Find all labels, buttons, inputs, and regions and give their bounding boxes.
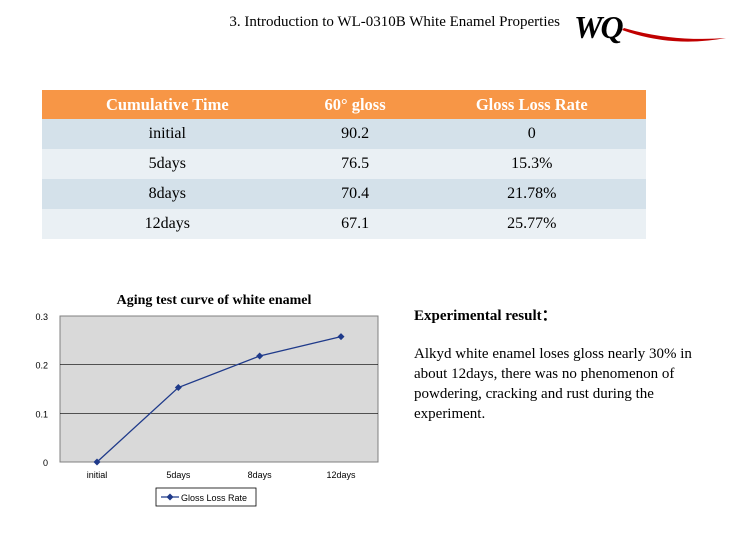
logo-swoosh	[622, 28, 726, 42]
y-tick-label: 0	[43, 458, 48, 468]
cell-loss-rate: 0	[417, 119, 646, 149]
cell-loss-rate: 15.3%	[417, 149, 646, 179]
series-line	[96, 335, 342, 463]
header-gloss: 60° gloss	[292, 90, 418, 119]
plot-area	[59, 315, 379, 463]
properties-table: Cumulative Time 60° gloss Gloss Loss Rat…	[42, 90, 646, 239]
cell-gloss: 76.5	[292, 149, 418, 179]
aging-test-chart: Aging test curve of white enamel 0 0.1 0.2…	[35, 293, 379, 507]
y-tick-label: 0.2	[35, 361, 48, 371]
x-tick-label: 8days	[248, 470, 273, 480]
header-gloss-loss-rate: Gloss Loss Rate	[417, 90, 646, 119]
result-body: Alkyd white enamel loses gloss nearly 30…	[414, 346, 692, 422]
table-row: 12days 67.1 25.77%	[42, 209, 646, 239]
wq-logo: WQ	[574, 9, 726, 45]
table-row: 8days 70.4 21.78%	[42, 179, 646, 209]
page-title: 3. Introduction to WL-0310B White Enamel…	[229, 14, 560, 30]
cell-time: initial	[42, 119, 293, 149]
cell-loss-rate: 21.78%	[417, 179, 646, 209]
legend-marker	[166, 493, 174, 501]
cell-time: 5days	[42, 149, 293, 179]
cell-gloss: 67.1	[292, 209, 418, 239]
cell-time: 12days	[42, 209, 293, 239]
y-tick-label: 0.1	[35, 409, 48, 419]
cell-time: 8days	[42, 179, 293, 209]
cell-gloss: 70.4	[292, 179, 418, 209]
result-heading: Experimental result：	[414, 308, 557, 324]
x-tick-label: initial	[87, 470, 108, 480]
x-tick-label: 12days	[326, 470, 356, 480]
y-tick-label: 0.3	[35, 312, 48, 322]
table-row: initial 90.2 0	[42, 119, 646, 149]
legend-box	[155, 487, 257, 507]
table-header-row: Cumulative Time 60° gloss Gloss Loss Rat…	[42, 90, 646, 119]
header-cumulative-time: Cumulative Time	[42, 90, 293, 119]
data-point	[93, 458, 101, 466]
chart-title: Aging test curve of white enamel	[117, 293, 312, 308]
data-point	[174, 384, 182, 392]
data-point	[337, 333, 345, 341]
logo-text: WQ	[574, 9, 623, 45]
data-point	[256, 352, 264, 360]
cell-loss-rate: 25.77%	[417, 209, 646, 239]
x-tick-label: 5days	[166, 470, 191, 480]
table-row: 5days 76.5 15.3%	[42, 149, 646, 179]
cell-gloss: 90.2	[292, 119, 418, 149]
legend-label: Gloss Loss Rate	[181, 493, 247, 503]
